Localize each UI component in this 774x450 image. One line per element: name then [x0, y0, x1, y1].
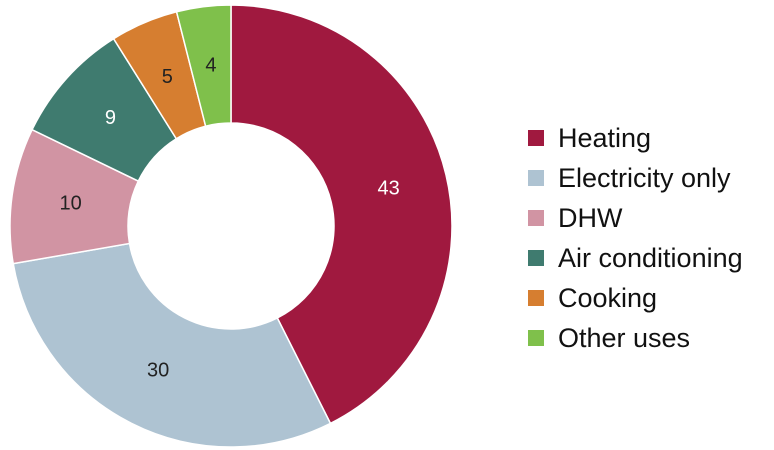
data-label-air-conditioning: 9: [105, 107, 116, 129]
legend-item-other-uses: Other uses: [528, 318, 743, 358]
data-label-other-uses: 4: [205, 54, 216, 76]
legend-swatch: [528, 290, 544, 306]
slice-other-uses: [175, 4, 232, 128]
legend-item-cooking: Cooking: [528, 278, 743, 318]
legend-swatch: [528, 130, 544, 146]
slice-electricity-only: [12, 242, 332, 448]
legend-label: Electricity only: [558, 162, 731, 193]
chart-legend: Heating Electricity only DHW Air conditioni…: [528, 118, 743, 358]
legend-label: Cooking: [558, 282, 658, 313]
donut-slices: [9, 4, 453, 448]
legend-label: Air conditioning: [558, 242, 743, 273]
legend-item-dhw: DHW: [528, 198, 743, 238]
legend-item-heating: Heating: [528, 118, 743, 158]
data-label-electricity-only: 30: [147, 360, 169, 382]
legend-swatch: [528, 210, 544, 226]
legend-item-air-conditioning: Air conditioning: [528, 238, 743, 278]
legend-swatch: [528, 170, 544, 186]
legend-label: Heating: [558, 122, 652, 153]
legend-label: Other uses: [558, 322, 691, 353]
data-label-heating: 43: [377, 178, 399, 200]
legend-swatch: [528, 330, 544, 346]
donut-slice-labels: 43 30 10 9 5 4: [59, 54, 399, 381]
legend-label: DHW: [558, 202, 623, 233]
data-label-cooking: 5: [162, 66, 173, 88]
legend-item-electricity-only: Electricity only: [528, 158, 743, 198]
legend-swatch: [528, 250, 544, 266]
data-label-dhw: 10: [59, 192, 81, 214]
slice-heating: [230, 4, 453, 425]
